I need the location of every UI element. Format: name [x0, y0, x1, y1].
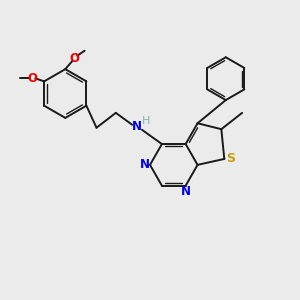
- Text: N: N: [181, 184, 191, 197]
- Text: O: O: [27, 72, 37, 85]
- Text: N: N: [140, 158, 150, 171]
- Text: N: N: [132, 120, 142, 133]
- Text: H: H: [142, 116, 150, 126]
- Text: S: S: [226, 152, 235, 165]
- Text: O: O: [69, 52, 79, 65]
